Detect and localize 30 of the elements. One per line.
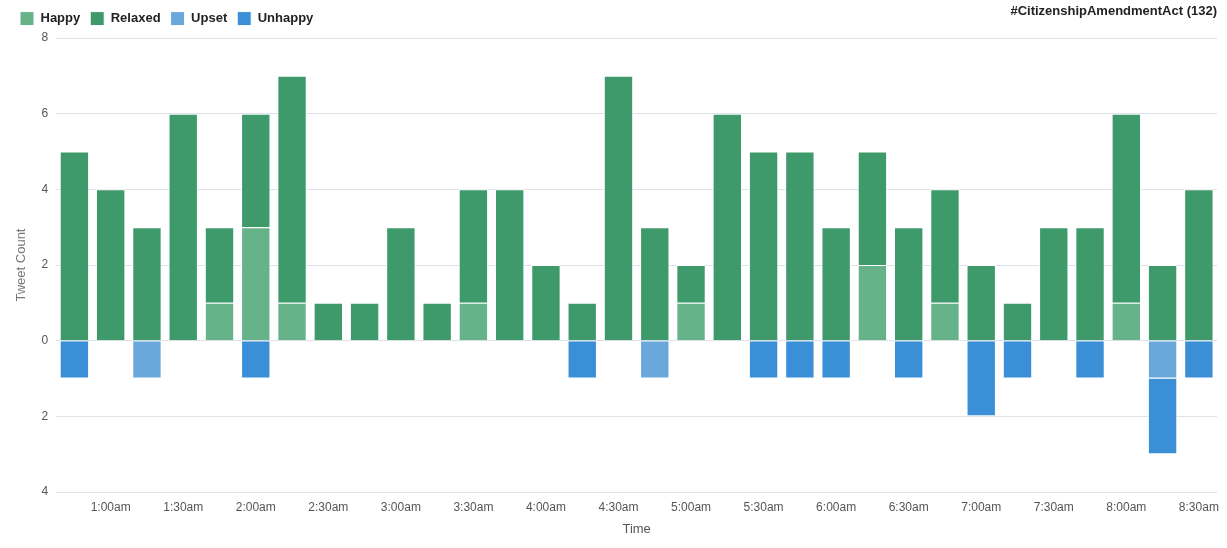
- x-tick-label: 5:00am: [671, 500, 712, 515]
- chart-title: #CitizenshipAmendmentAct (132): [1010, 3, 1217, 19]
- x-tick-label: 8:00am: [1106, 500, 1147, 515]
- legend-label: Unhappy: [257, 10, 315, 26]
- x-tick-label: 8:30am: [1178, 500, 1219, 515]
- y-tick-label: 4: [41, 181, 49, 196]
- y-tick-label: 6: [41, 105, 49, 120]
- y-tick-label: 2: [41, 257, 49, 272]
- y-axis-title: Tweet Count: [13, 228, 29, 302]
- x-tick-label: 6:30am: [888, 500, 929, 515]
- x-tick-label: 7:00am: [961, 500, 1002, 515]
- x-tick-label: 4:00am: [525, 500, 566, 515]
- x-tick-label: 2:00am: [235, 500, 276, 515]
- x-axis-title: Time: [622, 521, 651, 537]
- x-tick-label: 7:30am: [1033, 500, 1074, 515]
- y-tick-label: 4: [41, 484, 49, 499]
- x-tick-label: 1:30am: [163, 500, 204, 515]
- y-tick-label: 2: [41, 408, 49, 423]
- y-tick-label: 8: [41, 30, 49, 45]
- legend-label: Relaxed: [110, 10, 161, 26]
- x-tick-label: 1:00am: [90, 500, 131, 515]
- legend-label: Upset: [191, 10, 228, 26]
- x-tick-label: 5:30am: [743, 500, 784, 515]
- y-tick-label: 0: [41, 332, 49, 347]
- x-tick-label: 6:00am: [816, 500, 857, 515]
- x-tick-label: 3:30am: [453, 500, 494, 515]
- x-tick-label: 4:30am: [598, 500, 639, 515]
- x-tick-label: 3:00am: [380, 500, 421, 515]
- legend-label: Happy: [40, 10, 81, 26]
- x-tick-label: 2:30am: [308, 500, 349, 515]
